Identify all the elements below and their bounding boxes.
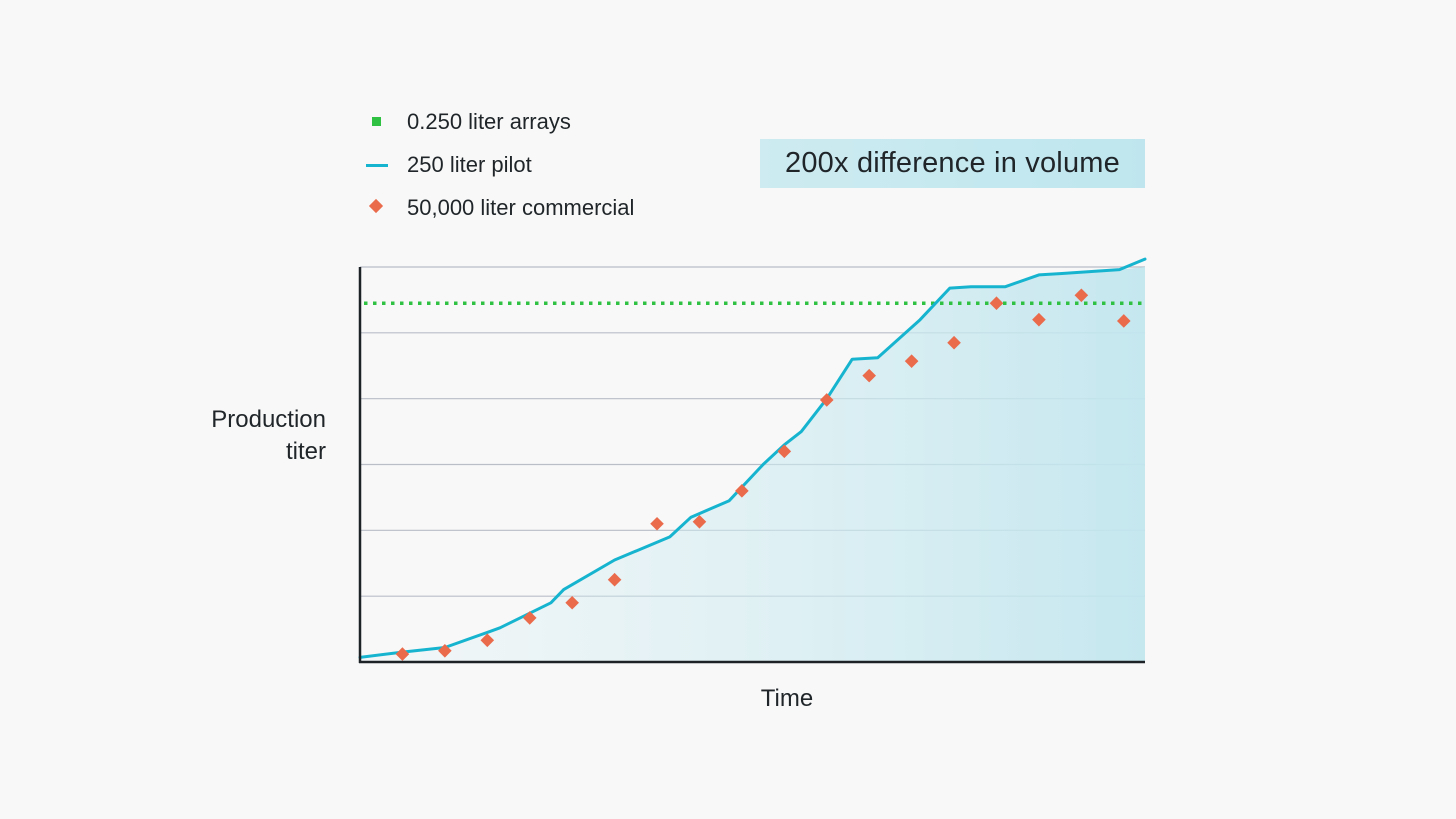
commercial-data-point — [438, 644, 452, 658]
commercial-data-point — [989, 296, 1004, 311]
legend-item-commercial: 50,000 liter commercial — [362, 186, 634, 229]
commercial-data-point — [565, 595, 579, 610]
legend: 0.250 liter arrays 250 liter pilot 50,00… — [362, 100, 634, 229]
commercial-data-point — [1116, 314, 1131, 328]
commercial-data-point — [819, 393, 834, 407]
commercial-data-point — [947, 335, 961, 350]
commercial-data-point — [777, 444, 792, 459]
legend-label-arrays: 0.250 liter arrays — [407, 108, 571, 134]
y-axis-label-line-2: titer — [285, 438, 326, 465]
x-axis-label: Time — [760, 685, 814, 712]
pilot-area-fill — [360, 267, 1145, 662]
commercial-data-point — [1032, 312, 1046, 327]
commercial-data-point — [395, 647, 410, 661]
commercial-data-point — [480, 633, 495, 648]
y-axis-label: Production titer — [211, 404, 326, 468]
volume-difference-callout: 200x difference in volume — [760, 139, 1145, 188]
legend-item-arrays: 0.250 liter arrays — [362, 100, 634, 143]
blue-line-marker-icon — [362, 155, 392, 175]
green-square-marker-icon — [362, 112, 392, 132]
commercial-data-point — [735, 484, 749, 498]
commercial-data-point — [904, 354, 919, 368]
commercial-data-point — [650, 516, 664, 531]
commercial-data-point — [1074, 288, 1089, 303]
legend-label-commercial: 50,000 liter commercial — [407, 194, 635, 220]
commercial-data-point — [522, 611, 537, 625]
commercial-data-point — [607, 572, 622, 587]
orange-diamond-marker-icon — [362, 198, 392, 218]
y-axis-label-line-1: Production — [211, 406, 326, 433]
commercial-data-point — [692, 514, 707, 529]
legend-item-pilot: 250 liter pilot — [362, 143, 634, 186]
commercial-data-point — [862, 368, 876, 383]
legend-label-pilot: 250 liter pilot — [407, 151, 532, 177]
